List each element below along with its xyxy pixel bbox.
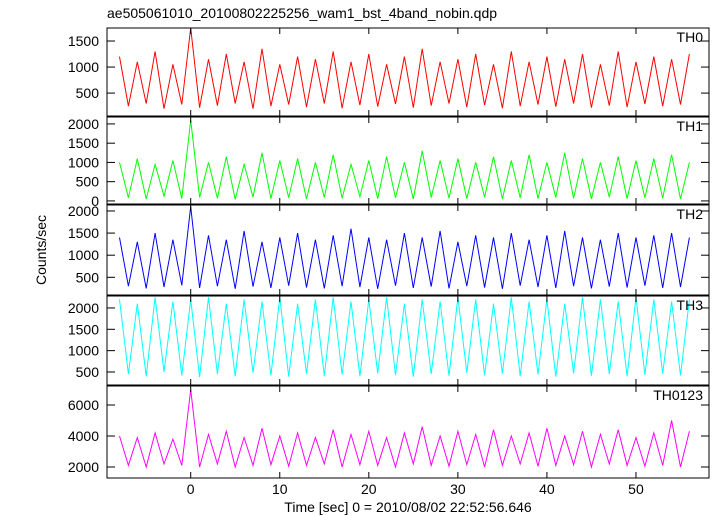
y-tick-label: 4000 <box>68 428 99 444</box>
y-tick-label: 1000 <box>68 154 99 170</box>
panel-frame <box>106 27 710 117</box>
panel-frame <box>106 204 710 296</box>
x-tick-label: 10 <box>272 481 288 497</box>
x-tick-label: 50 <box>628 481 644 497</box>
series-label: TH2 <box>677 206 704 222</box>
y-tick-label: 2000 <box>68 459 99 475</box>
chart-title: ae505061010_20100802225256_wam1_bst_4ban… <box>107 5 497 21</box>
y-tick-label: 6000 <box>68 397 99 413</box>
series-label: TH1 <box>677 118 704 134</box>
series-label: TH3 <box>677 297 704 313</box>
x-tick-label: 30 <box>450 481 466 497</box>
panel-frame <box>106 116 710 205</box>
y-tick-label: 1500 <box>68 225 99 241</box>
data-line <box>119 389 690 469</box>
data-line <box>119 28 690 109</box>
y-tick-label: 2000 <box>68 300 99 316</box>
y-tick-label: 1500 <box>68 135 99 151</box>
y-axis-label: Counts/sec <box>33 215 49 285</box>
x-tick-label: 0 <box>187 481 195 497</box>
panel-frame <box>106 295 710 386</box>
y-tick-label: 0 <box>91 193 99 209</box>
data-line <box>119 297 690 378</box>
y-tick-label: 1500 <box>68 33 99 49</box>
y-tick-label: 1000 <box>68 343 99 359</box>
x-tick-label: 40 <box>539 481 555 497</box>
data-line <box>119 206 690 289</box>
series-label: TH0 <box>677 29 704 45</box>
y-tick-label: 2000 <box>68 203 99 219</box>
data-line <box>119 120 690 200</box>
y-tick-label: 500 <box>76 364 100 380</box>
x-axis-label: Time [sec] 0 = 2010/08/02 22:52:56.646 <box>284 499 532 515</box>
panel-frame <box>106 385 710 479</box>
y-tick-label: 500 <box>76 85 100 101</box>
y-tick-label: 500 <box>76 269 100 285</box>
y-tick-label: 1000 <box>68 247 99 263</box>
y-tick-label: 1000 <box>68 59 99 75</box>
y-tick-label: 500 <box>76 174 100 190</box>
y-tick-label: 1500 <box>68 321 99 337</box>
series-label: TH0123 <box>653 387 703 403</box>
y-tick-label: 2000 <box>68 116 99 132</box>
x-tick-label: 20 <box>361 481 377 497</box>
